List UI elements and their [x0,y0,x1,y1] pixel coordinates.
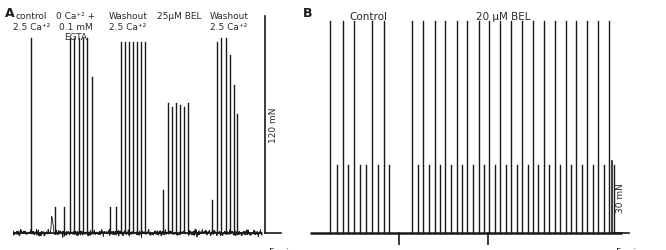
Text: Control: Control [350,12,388,22]
Text: 30 mN: 30 mN [617,182,625,212]
Text: 120 mN: 120 mN [269,107,278,143]
Text: 0 Ca⁺² +
0.1 mM
EGTA: 0 Ca⁺² + 0.1 mM EGTA [56,12,95,42]
Text: B: B [303,8,312,20]
Text: 5 min: 5 min [617,248,642,250]
Text: Washout
2.5 Ca⁺²: Washout 2.5 Ca⁺² [209,12,248,32]
Text: A: A [5,8,15,20]
Text: 5 min: 5 min [269,248,295,250]
Text: Washout
2.5 Ca⁺²: Washout 2.5 Ca⁺² [109,12,148,32]
Text: control
2.5 Ca⁺²: control 2.5 Ca⁺² [13,12,50,32]
Text: 25μM BEL: 25μM BEL [157,12,201,21]
Text: 20 μM BEL: 20 μM BEL [476,12,530,22]
